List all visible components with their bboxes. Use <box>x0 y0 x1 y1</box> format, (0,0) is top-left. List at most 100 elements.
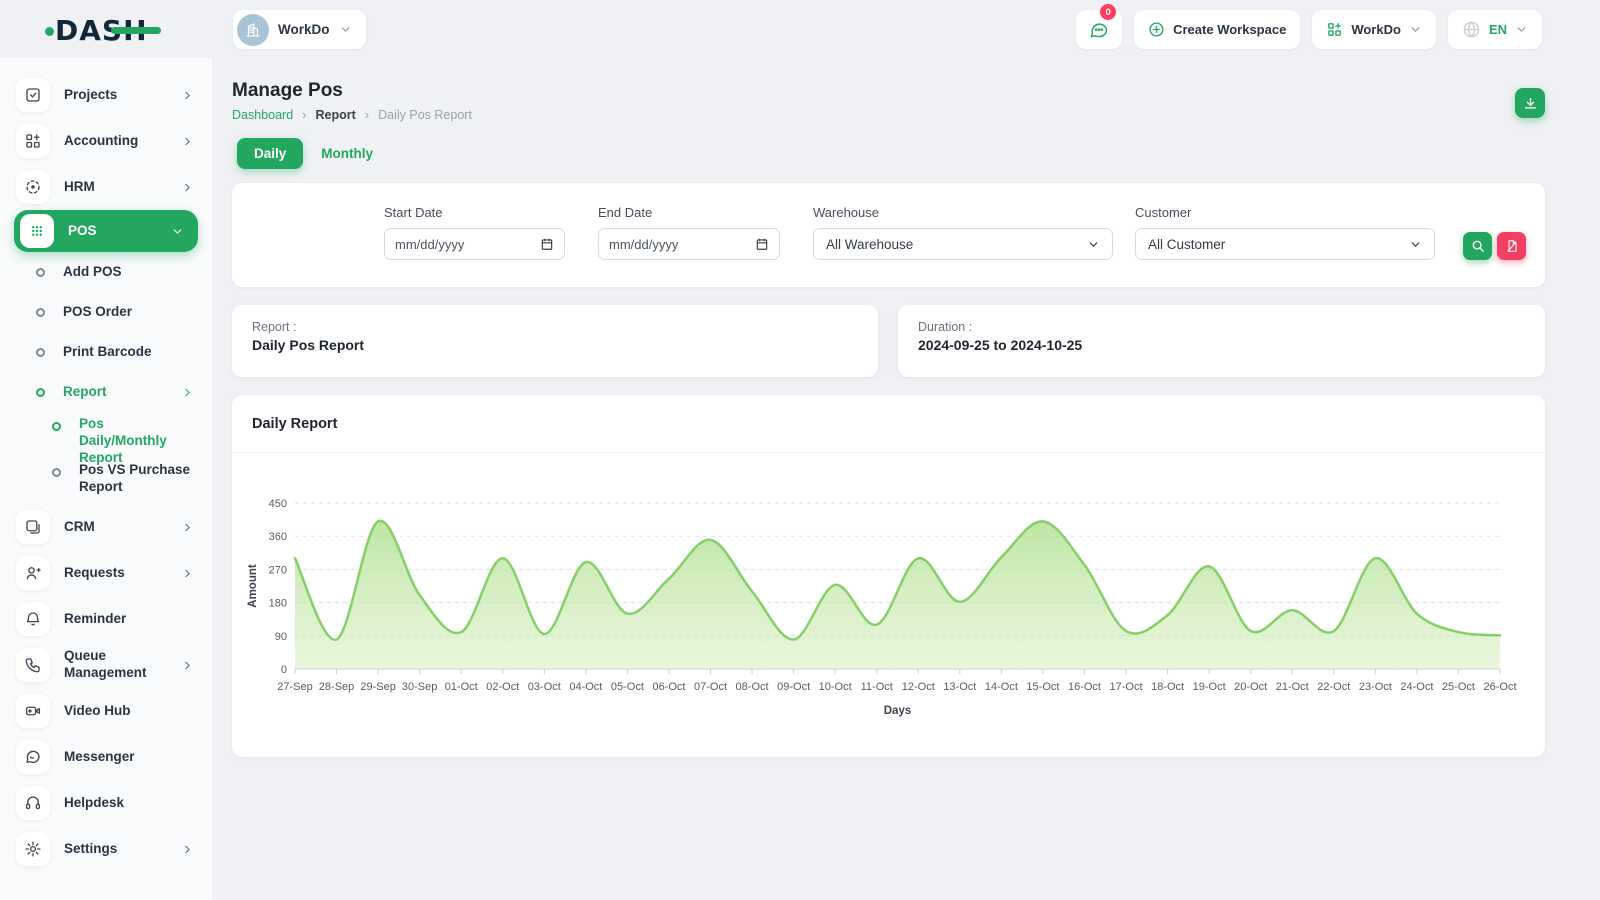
x-axis-title: Days <box>884 705 912 717</box>
workspace-selector[interactable]: WorkDo <box>233 10 366 49</box>
customer-select[interactable]: All Customer <box>1135 228 1435 260</box>
y-axis-title: Amount <box>247 564 259 608</box>
sidebar-item-pos-vs-purchase-report[interactable]: Pos VS Purchase Report <box>0 458 212 504</box>
sidebar-item-helpdesk[interactable]: Helpdesk <box>0 780 212 826</box>
x-tick-label: 20-Oct <box>1234 681 1267 693</box>
notification-badge: 0 <box>1100 4 1116 20</box>
customer-label: Customer <box>1135 205 1435 220</box>
start-date-placeholder: mm/dd/yyyy <box>395 237 464 252</box>
daily-report-area-chart: 09018027036045027-Sep28-Sep29-Sep30-Sep0… <box>232 453 1545 748</box>
y-tick-label: 180 <box>269 598 287 610</box>
breadcrumb-daily-pos-report: Daily Pos Report <box>378 108 472 122</box>
squares-icon-box <box>16 510 50 544</box>
area-fill <box>295 521 1500 669</box>
calendar-icon <box>540 237 554 251</box>
workspace-name: WorkDo <box>278 22 330 37</box>
customer-value: All Customer <box>1148 237 1225 252</box>
x-tick-label: 15-Oct <box>1026 681 1059 693</box>
bullet-icon <box>52 422 61 431</box>
tab-monthly[interactable]: Monthly <box>321 146 373 161</box>
sidebar-item-label: Settings <box>64 841 167 858</box>
y-tick-label: 450 <box>269 498 287 510</box>
x-tick-label: 18-Oct <box>1151 681 1184 693</box>
sidebar-item-pos[interactable]: POS <box>14 210 198 252</box>
top-bar: DASH WorkDo 0 Create Workspace WorkDo <box>0 0 1600 60</box>
sidebar-item-label: Reminder <box>64 611 194 628</box>
x-tick-label: 24-Oct <box>1400 681 1433 693</box>
sidebar-item-requests[interactable]: Requests <box>0 550 212 596</box>
sidebar-item-label: POS Order <box>63 304 194 321</box>
sidebar-item-label: Accounting <box>64 133 167 150</box>
logo-dash-icon <box>111 27 161 34</box>
sidebar-item-pos-daily-monthly-report[interactable]: Pos Daily/Monthly Report <box>0 412 212 458</box>
x-tick-label: 14-Oct <box>985 681 1018 693</box>
sidebar-item-label: CRM <box>64 519 167 536</box>
chevron-down-icon <box>339 23 352 36</box>
chart-header: Daily Report <box>232 395 1545 453</box>
breadcrumb-report[interactable]: Report <box>316 108 356 122</box>
x-tick-label: 08-Oct <box>736 681 769 693</box>
sidebar-item-reminder[interactable]: Reminder <box>0 596 212 642</box>
reset-filter-button[interactable] <box>1497 232 1526 260</box>
search-button[interactable] <box>1463 232 1492 260</box>
download-report-button[interactable] <box>1515 88 1545 118</box>
x-tick-label: 29-Sep <box>360 681 395 693</box>
phone-icon <box>24 656 42 674</box>
x-tick-label: 03-Oct <box>528 681 561 693</box>
warehouse-value: All Warehouse <box>826 237 913 252</box>
sidebar-item-projects[interactable]: Projects <box>0 72 212 118</box>
sidebar-item-add-pos[interactable]: Add POS <box>0 252 212 292</box>
top-right-actions: 0 Create Workspace WorkDo EN <box>1076 10 1542 49</box>
sidebar-item-report[interactable]: Report <box>0 372 212 412</box>
brand-logo[interactable]: DASH <box>55 14 165 46</box>
gear-icon-box <box>16 832 50 866</box>
sidebar-item-label: Pos VS Purchase Report <box>79 462 194 496</box>
breadcrumb-dashboard[interactable]: Dashboard <box>232 108 293 122</box>
plus-circle-icon <box>1148 21 1165 38</box>
report-label: Report : <box>252 320 878 334</box>
x-tick-label: 04-Oct <box>569 681 602 693</box>
sidebar-item-settings[interactable]: Settings <box>0 826 212 872</box>
y-tick-label: 90 <box>275 631 287 643</box>
language-code: EN <box>1489 22 1507 37</box>
x-tick-label: 25-Oct <box>1442 681 1475 693</box>
create-workspace-button[interactable]: Create Workspace <box>1134 10 1300 49</box>
x-tick-label: 23-Oct <box>1359 681 1392 693</box>
sidebar-item-label: Projects <box>64 87 167 104</box>
warehouse-select[interactable]: All Warehouse <box>813 228 1113 260</box>
sidebar-item-crm[interactable]: CRM <box>0 504 212 550</box>
bell-icon-box <box>16 602 50 636</box>
sidebar-item-print-barcode[interactable]: Print Barcode <box>0 332 212 372</box>
chevron-down-icon <box>1515 23 1528 36</box>
headset-icon <box>24 794 42 812</box>
messages-button[interactable]: 0 <box>1076 10 1122 49</box>
sidebar-item-label: POS <box>68 223 157 240</box>
chevron-right <box>181 659 194 672</box>
end-date-label: End Date <box>598 205 780 220</box>
x-tick-label: 06-Oct <box>652 681 685 693</box>
end-date-input[interactable]: mm/dd/yyyy <box>598 228 780 260</box>
x-tick-label: 10-Oct <box>819 681 852 693</box>
sidebar-item-label: Requests <box>64 565 167 582</box>
language-selector[interactable]: EN <box>1448 10 1542 49</box>
chevron-down <box>171 225 184 238</box>
video-icon-box <box>16 694 50 728</box>
y-tick-label: 0 <box>281 664 287 676</box>
message-icon-box <box>16 740 50 774</box>
bullet-icon <box>36 268 45 277</box>
check-square-icon <box>24 86 42 104</box>
message-icon <box>24 748 42 766</box>
sidebar-item-hrm[interactable]: HRM <box>0 164 212 210</box>
sidebar-item-label: Queue Management <box>64 648 167 682</box>
filter-card: Start Date mm/dd/yyyy End Date mm/dd/yyy… <box>232 183 1545 287</box>
chevron-down-icon <box>1409 238 1422 251</box>
workdo-menu-button[interactable]: WorkDo <box>1312 10 1436 49</box>
sidebar-item-pos-order[interactable]: POS Order <box>0 292 212 332</box>
sidebar-item-queue-management[interactable]: Queue Management <box>0 642 212 688</box>
sidebar-item-video-hub[interactable]: Video Hub <box>0 688 212 734</box>
tab-daily[interactable]: Daily <box>237 138 303 169</box>
sidebar-item-accounting[interactable]: Accounting <box>0 118 212 164</box>
start-date-input[interactable]: mm/dd/yyyy <box>384 228 565 260</box>
main-content: Manage Pos Dashboard›Report›Daily Pos Re… <box>232 60 1545 900</box>
sidebar-item-messenger[interactable]: Messenger <box>0 734 212 780</box>
